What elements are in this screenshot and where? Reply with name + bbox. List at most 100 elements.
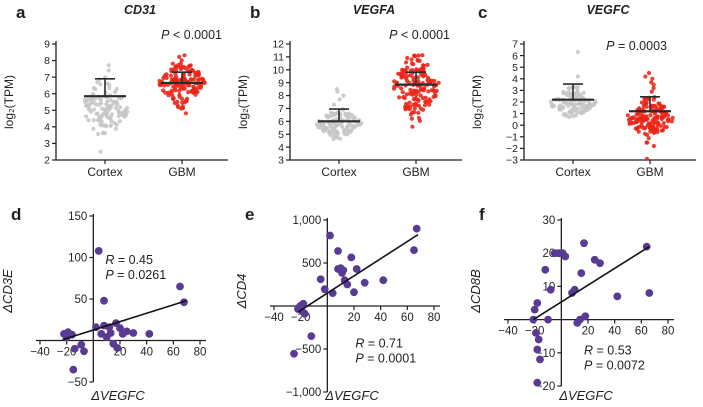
panel-c-pvalue: P = 0.0003 xyxy=(606,39,667,53)
dots-gbm xyxy=(391,53,441,129)
y-tick-label: 4 xyxy=(512,73,518,85)
y-tick-label: 5 xyxy=(278,129,284,141)
stat-label: P = 0.0001 xyxy=(355,351,416,365)
category-label: Cortex xyxy=(321,165,356,179)
stat-label: P = 0.0261 xyxy=(105,268,166,282)
x-tick-label: 80 xyxy=(194,347,207,359)
y-tick-label: 500 xyxy=(302,258,321,270)
y-tick-label: 0 xyxy=(512,120,518,132)
y-tick-label: −1 xyxy=(506,131,518,143)
x-axis-label: ΔVEGFC xyxy=(324,388,379,403)
y-tick-label: 100 xyxy=(68,253,87,265)
x-tick-label: 40 xyxy=(374,312,387,324)
x-tick-label: 60 xyxy=(401,312,414,324)
error-bar-gbm xyxy=(395,71,437,86)
scatter-points xyxy=(529,239,654,387)
panel-c-title: VEGFC xyxy=(586,3,630,17)
trend-line xyxy=(297,233,419,313)
panel-b-letter: b xyxy=(250,3,261,22)
panel-b-pvalue: P < 0.0001 xyxy=(389,28,450,42)
trend-line xyxy=(62,299,187,341)
y-tick-label: 12 xyxy=(272,39,284,51)
y-tick-label: 7 xyxy=(512,39,518,51)
y-tick-label: −500 xyxy=(295,344,321,356)
x-tick-label: −40 xyxy=(498,326,518,338)
x-tick-label: 20 xyxy=(582,326,595,338)
y-tick-label: 2 xyxy=(44,155,50,167)
y-tick-label: 9 xyxy=(44,39,50,51)
category-label: Cortex xyxy=(87,165,122,179)
panel-e: −40 −20 20 40 60 80 −1,000 −500 500 1,000 R = 0.71… xyxy=(234,196,468,407)
error-bar-gbm xyxy=(629,95,671,113)
error-bar-gbm xyxy=(161,71,203,85)
y-tick-label: 1,000 xyxy=(293,215,322,227)
panel-b: 3 4 5 6 7 8 9 10 11 12 Cortex GBM log₂(TPM) b VEGFA … xyxy=(234,0,468,196)
x-axis-label: ΔVEGFC xyxy=(90,388,145,403)
x-tick-label: 80 xyxy=(428,312,441,324)
trend-line xyxy=(532,245,650,321)
y-tick-label: 3 xyxy=(44,138,50,150)
y-tick-label: 1 xyxy=(512,108,518,120)
panel-a: 2 3 4 5 6 7 8 9 Cortex GBM log₂(TPM) a CD31 P < 0.… xyxy=(0,0,234,196)
x-tick-label: 60 xyxy=(167,347,180,359)
category-label: GBM xyxy=(168,165,195,179)
y-tick-label: 150 xyxy=(68,211,87,223)
y-tick-label: 11 xyxy=(273,52,284,64)
y-axis-label: log₂(TPM) xyxy=(2,75,16,129)
x-tick-label: −40 xyxy=(264,312,284,324)
stat-label: P = 0.0072 xyxy=(584,358,645,372)
category-label: GBM xyxy=(636,165,663,179)
y-tick-label: 8 xyxy=(44,55,50,67)
panel-a-title: CD31 xyxy=(124,3,156,17)
category-label: Cortex xyxy=(555,165,590,179)
y-tick-label: 7 xyxy=(278,103,284,115)
y-tick-label: −50 xyxy=(68,377,88,389)
panel-c: −3 −2 −1 0 1 2 3 4 5 6 7 Cortex GBM log₂(TPM) c VEGFC… xyxy=(468,0,703,196)
y-axis-label: log₂(TPM) xyxy=(470,75,484,129)
x-tick-label: −40 xyxy=(30,347,50,359)
x-tick-label: 60 xyxy=(635,326,648,338)
axes: 2 3 4 5 6 7 8 9 Cortex GBM log₂(TPM) xyxy=(2,39,228,179)
y-tick-label: 5 xyxy=(512,62,518,74)
x-tick-label: 80 xyxy=(662,326,675,338)
panel-e-letter: e xyxy=(245,205,255,224)
panel-a-plot: 2 3 4 5 6 7 8 9 Cortex GBM log₂(TPM) xyxy=(2,39,228,179)
x-tick-label: 40 xyxy=(140,347,153,359)
error-bar-cortex xyxy=(552,83,594,101)
dots-gbm xyxy=(157,53,207,116)
panel-c-letter: c xyxy=(478,3,488,22)
dots-cortex xyxy=(83,63,130,154)
panel-d-letter: d xyxy=(11,205,22,224)
y-tick-label: 9 xyxy=(278,77,284,89)
y-tick-label: 10 xyxy=(272,64,284,76)
y-tick-label: 8 xyxy=(278,90,284,102)
scatter-points xyxy=(290,224,421,358)
y-axis-label: ΔCD3E xyxy=(0,269,15,314)
y-tick-label: −2 xyxy=(506,143,518,155)
category-label: GBM xyxy=(402,165,429,179)
y-tick-label: 4 xyxy=(278,142,284,154)
dots-gbm xyxy=(625,70,675,161)
x-axis-label: ΔVEGFC xyxy=(558,388,613,403)
stat-label: R = 0.71 xyxy=(355,336,403,350)
y-tick-label: 6 xyxy=(44,88,50,100)
y-axis-label: ΔCD8B xyxy=(468,269,483,314)
y-tick-label: 5 xyxy=(44,105,50,117)
error-bar-cortex xyxy=(84,78,126,98)
y-tick-label: 6 xyxy=(278,116,284,128)
y-tick-label: 2 xyxy=(512,97,518,109)
y-tick-label: 3 xyxy=(278,155,284,167)
y-tick-label: 50 xyxy=(75,294,88,306)
error-bar-cortex xyxy=(318,108,360,123)
y-axis-label: ΔCD4 xyxy=(234,274,249,310)
